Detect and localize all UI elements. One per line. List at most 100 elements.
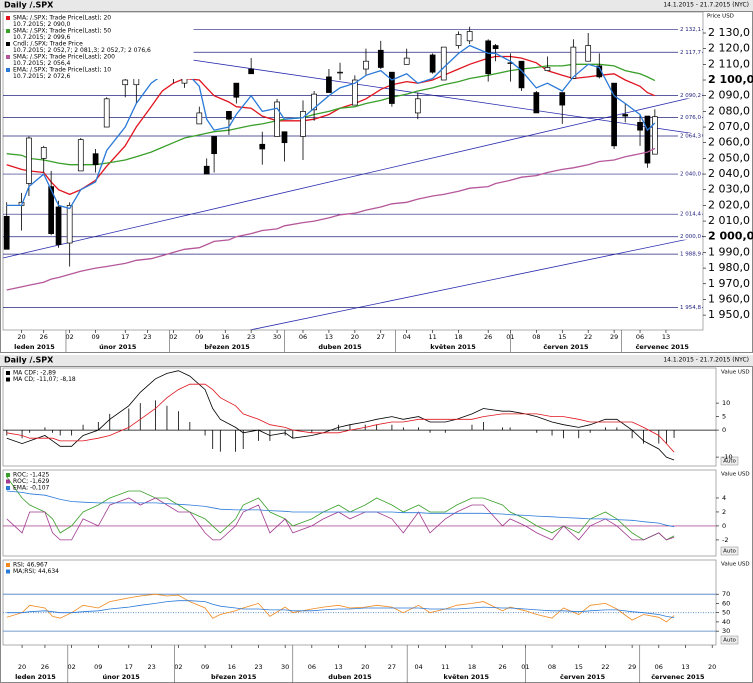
- legend-swatch: [6, 42, 10, 46]
- y-tick-label: 2 040,0: [708, 167, 750, 180]
- x-tick-label: 29: [628, 663, 636, 671]
- x-tick-label: 13: [334, 663, 342, 671]
- level-label: 2 090,2: [680, 93, 701, 99]
- candle-body: [274, 101, 280, 137]
- x-tick-label: 13: [662, 333, 670, 341]
- chart-subtitle: 14.1.2015 - 21.7.2015 (NYC): [663, 357, 749, 364]
- candle-body: [585, 45, 592, 62]
- auto-button-label[interactable]: Auto: [723, 549, 736, 555]
- series-line: [6, 147, 656, 291]
- candle-body: [248, 68, 254, 75]
- y-tick-label: 2 070,0: [708, 120, 750, 133]
- legend-swatch: [6, 371, 10, 375]
- y-tick-label: 30: [722, 627, 730, 635]
- candle-body: [440, 46, 447, 81]
- legend-detail: 10.7.2015; 2 052,7; 2 081,3; 2 052,7; 2 …: [13, 47, 151, 54]
- y-tick-label: 1 960,0: [708, 292, 750, 305]
- trend-line: [249, 235, 703, 330]
- y-tick-label: 1 950,0: [708, 308, 750, 321]
- x-tick-label: 09: [91, 333, 99, 341]
- candle-body: [233, 82, 240, 98]
- candle-body: [533, 92, 540, 114]
- candle-body: [122, 79, 129, 86]
- legend-label: SMA; /.SPX; Trade Price(Last); 20: [13, 15, 111, 22]
- y-axis-label: Price USD: [707, 14, 734, 20]
- level-label-bg: [678, 92, 702, 99]
- y-tick-label: 2: [722, 508, 726, 516]
- auto-button[interactable]: [720, 546, 739, 556]
- x-tick-label: 15: [575, 663, 583, 671]
- y-tick-label: 0: [722, 522, 726, 530]
- y-tick-label: -2: [722, 536, 728, 544]
- x-tick-label: 23: [143, 333, 151, 341]
- level-label-bg: [678, 304, 702, 311]
- legend-label: Cndl; /.SPX; Trade Price: [13, 41, 83, 48]
- legend-swatch: [6, 68, 10, 72]
- x-tick-label: 18: [454, 333, 462, 341]
- series-line: [6, 497, 675, 541]
- candle-body: [103, 98, 110, 128]
- candle-body: [485, 40, 492, 75]
- x-tick-label: 02: [174, 663, 182, 671]
- x-tick-label: 30: [273, 333, 281, 341]
- candle-body: [414, 98, 421, 114]
- candle-body: [377, 49, 384, 68]
- month-label: březen 2015: [211, 673, 257, 681]
- x-tick-label: 17: [125, 663, 133, 671]
- month-label: červenec 2015: [636, 343, 690, 351]
- y-axis-label: Value USD: [721, 562, 750, 568]
- auto-button[interactable]: [720, 456, 739, 466]
- y-tick-label: 1 980,0: [708, 261, 750, 274]
- candle-body: [3, 216, 10, 250]
- candle-body: [77, 139, 84, 172]
- level-label-bg: [678, 26, 702, 33]
- month-label: červen 2015: [543, 343, 589, 351]
- month-label: duben 2015: [328, 673, 372, 681]
- x-tick-label: 27: [377, 333, 385, 341]
- x-tick-label: 09: [94, 663, 102, 671]
- y-tick-label: 60: [722, 599, 730, 607]
- x-tick-label: 23: [254, 663, 262, 671]
- auto-button[interactable]: [720, 635, 739, 645]
- legend-detail: 10.7.2015; 2 072,6: [13, 73, 71, 80]
- candle-body: [518, 60, 525, 89]
- level-label: 2 014,4: [680, 212, 701, 218]
- y-tick-label: 10: [722, 399, 730, 407]
- candle-body: [66, 205, 73, 244]
- x-tick-label: 08: [548, 663, 556, 671]
- x-tick-label: 22: [584, 333, 592, 341]
- x-tick-label: 04: [403, 333, 411, 341]
- x-tick-label: 11: [428, 333, 436, 341]
- level-label: 1 988,9: [680, 252, 701, 258]
- legend-label: EMA; /.SPX; Trade Price(Last); 10: [13, 67, 111, 74]
- candle-body: [652, 116, 658, 155]
- legend-swatch: [6, 569, 10, 574]
- series-line: [6, 44, 656, 210]
- auto-button-label[interactable]: Auto: [723, 638, 736, 644]
- plot-area: [2, 469, 717, 557]
- x-tick-label: 27: [388, 663, 396, 671]
- month-label: květen 2015: [444, 673, 490, 681]
- y-tick-label: 2 000,0: [708, 230, 753, 243]
- candle-body: [40, 147, 47, 159]
- auto-button-label[interactable]: Auto: [723, 459, 736, 465]
- x-tick-label: 23: [148, 663, 156, 671]
- x-tick-label: 26: [498, 663, 506, 671]
- y-tick-label: 70: [722, 590, 730, 598]
- level-label: 2 000,0: [680, 234, 701, 240]
- candle-body: [55, 206, 62, 245]
- y-tick-label: 2 020,0: [708, 198, 750, 211]
- y-tick-label: 2 010,0: [708, 214, 750, 227]
- plot-area: [2, 559, 717, 646]
- candle-body: [181, 78, 188, 84]
- y-axis-label: Value USD: [721, 472, 750, 478]
- legend-label: ROC; -1,425: [13, 472, 50, 479]
- legend-swatch: [6, 16, 10, 20]
- trend-line: [3, 94, 703, 259]
- series-line: [6, 593, 675, 623]
- candle-body: [352, 79, 358, 106]
- y-tick-label: 1 970,0: [708, 277, 750, 290]
- x-tick-label: 06: [655, 663, 663, 671]
- legend-label: MA CDF; -2,89: [13, 370, 56, 377]
- x-tick-label: 16: [221, 333, 229, 341]
